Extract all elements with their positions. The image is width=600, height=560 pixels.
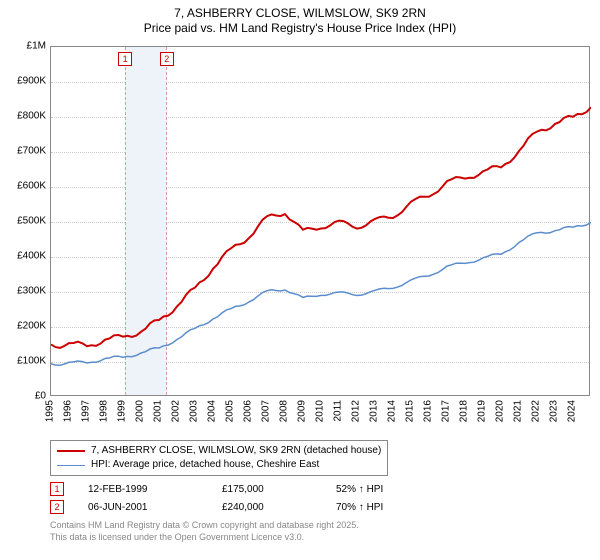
x-axis-label: 2018 bbox=[459, 400, 470, 422]
x-axis-label: 2009 bbox=[297, 400, 308, 422]
x-axis-label: 2007 bbox=[261, 400, 272, 422]
x-axis-label: 1999 bbox=[117, 400, 128, 422]
legend-box: 7, ASHBERRY CLOSE, WILMSLOW, SK9 2RN (de… bbox=[50, 440, 388, 476]
legend-swatch-series1 bbox=[57, 450, 85, 452]
transaction-price-1: £175,000 bbox=[222, 484, 312, 495]
x-axis-label: 2002 bbox=[171, 400, 182, 422]
y-axis-label: £300K bbox=[0, 286, 46, 297]
x-axis-label: 1998 bbox=[99, 400, 110, 422]
line-series-svg bbox=[51, 47, 591, 397]
x-axis-label: 2000 bbox=[135, 400, 146, 422]
footer-line2: This data is licensed under the Open Gov… bbox=[50, 532, 590, 544]
x-axis-label: 2019 bbox=[477, 400, 488, 422]
x-axis-label: 2011 bbox=[333, 400, 344, 422]
y-axis-label: £200K bbox=[0, 321, 46, 332]
transaction-date-1: 12-FEB-1999 bbox=[88, 484, 198, 495]
x-axis-label: 2008 bbox=[279, 400, 290, 422]
footer-line1: Contains HM Land Registry data © Crown c… bbox=[50, 520, 590, 532]
transaction-hpi-2: 70% ↑ HPI bbox=[336, 502, 383, 513]
x-axis-label: 2003 bbox=[189, 400, 200, 422]
transaction-hpi-1: 52% ↑ HPI bbox=[336, 484, 383, 495]
y-axis-label: £700K bbox=[0, 146, 46, 157]
x-axis-label: 2014 bbox=[387, 400, 398, 422]
x-axis-label: 2013 bbox=[369, 400, 380, 422]
x-axis-label: 2015 bbox=[405, 400, 416, 422]
x-axis-label: 2010 bbox=[315, 400, 326, 422]
legend-row-1: 7, ASHBERRY CLOSE, WILMSLOW, SK9 2RN (de… bbox=[57, 444, 381, 458]
x-axis-label: 2024 bbox=[567, 400, 578, 422]
plot-rect: 12 bbox=[50, 46, 590, 396]
y-axis-label: £0 bbox=[0, 391, 46, 402]
chart-title-line1: 7, ASHBERRY CLOSE, WILMSLOW, SK9 2RN bbox=[0, 6, 600, 21]
y-axis-label: £600K bbox=[0, 181, 46, 192]
transaction-refs: 1 12-FEB-1999 £175,000 52% ↑ HPI 2 06-JU… bbox=[50, 482, 590, 514]
y-axis-label: £1M bbox=[0, 41, 46, 52]
transaction-price-2: £240,000 bbox=[222, 502, 312, 513]
x-axis-label: 2006 bbox=[243, 400, 254, 422]
legend-swatch-series2 bbox=[57, 465, 85, 466]
chart-plot-area: 12 £0£100K£200K£300K£400K£500K£600K£700K… bbox=[50, 46, 590, 396]
series-line-1 bbox=[51, 222, 591, 365]
transaction-badge-1: 1 bbox=[50, 482, 64, 496]
transaction-row-1: 1 12-FEB-1999 £175,000 52% ↑ HPI bbox=[50, 482, 590, 496]
x-axis-label: 1997 bbox=[81, 400, 92, 422]
transaction-date-2: 06-JUN-2001 bbox=[88, 502, 198, 513]
y-axis-label: £900K bbox=[0, 76, 46, 87]
transaction-row-2: 2 06-JUN-2001 £240,000 70% ↑ HPI bbox=[50, 500, 590, 514]
legend-row-2: HPI: Average price, detached house, Ches… bbox=[57, 458, 381, 472]
x-axis-label: 2020 bbox=[495, 400, 506, 422]
x-axis-label: 2001 bbox=[153, 400, 164, 422]
x-axis-label: 2004 bbox=[207, 400, 218, 422]
chart-title-block: 7, ASHBERRY CLOSE, WILMSLOW, SK9 2RN Pri… bbox=[0, 0, 600, 36]
x-axis-label: 1996 bbox=[63, 400, 74, 422]
x-axis-label: 2017 bbox=[441, 400, 452, 422]
x-axis-label: 2022 bbox=[531, 400, 542, 422]
legend-label-series2: HPI: Average price, detached house, Ches… bbox=[91, 458, 319, 472]
chart-title-line2: Price paid vs. HM Land Registry's House … bbox=[0, 21, 600, 36]
x-axis-label: 2023 bbox=[549, 400, 560, 422]
y-axis-label: £500K bbox=[0, 216, 46, 227]
x-axis-label: 2012 bbox=[351, 400, 362, 422]
transaction-badge-2: 2 bbox=[50, 500, 64, 514]
legend-and-refs: 7, ASHBERRY CLOSE, WILMSLOW, SK9 2RN (de… bbox=[50, 440, 590, 543]
x-axis-label: 2021 bbox=[513, 400, 524, 422]
x-axis-label: 2005 bbox=[225, 400, 236, 422]
chart-container: 7, ASHBERRY CLOSE, WILMSLOW, SK9 2RN Pri… bbox=[0, 0, 600, 560]
legend-label-series1: 7, ASHBERRY CLOSE, WILMSLOW, SK9 2RN (de… bbox=[91, 444, 381, 458]
x-axis-label: 1995 bbox=[45, 400, 56, 422]
series-line-0 bbox=[51, 107, 591, 348]
y-axis-label: £800K bbox=[0, 111, 46, 122]
x-axis-label: 2016 bbox=[423, 400, 434, 422]
y-axis-label: £400K bbox=[0, 251, 46, 262]
footer-attribution: Contains HM Land Registry data © Crown c… bbox=[50, 520, 590, 543]
y-axis-label: £100K bbox=[0, 356, 46, 367]
